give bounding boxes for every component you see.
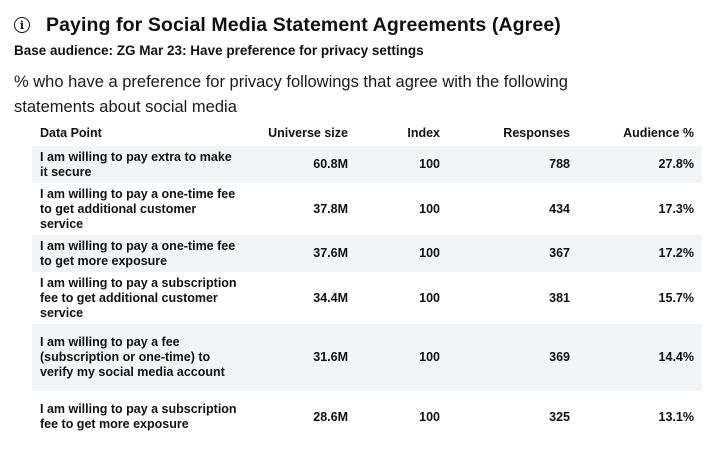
column-header-audience-pct[interactable]: Audience % — [578, 120, 702, 146]
cell-responses: 369 — [448, 324, 578, 391]
table-row: I am willing to pay a one-time fee to ge… — [32, 183, 702, 235]
cell-data-point: I am willing to pay extra to make it sec… — [32, 146, 246, 183]
cell-data-point: I am willing to pay a subscription fee t… — [32, 272, 246, 324]
chart-description: % who have a preference for privacy foll… — [14, 73, 568, 116]
base-audience: Base audience: ZG Mar 23: Have preferenc… — [14, 43, 424, 58]
cell-universe-size: 37.8M — [246, 183, 356, 235]
cell-data-point: I am willing to pay a fee (subscription … — [32, 324, 246, 391]
cell-responses: 367 — [448, 235, 578, 272]
column-header-responses[interactable]: Responses — [448, 120, 578, 146]
column-header-index[interactable]: Index — [356, 120, 448, 146]
cell-index: 100 — [356, 324, 448, 391]
cell-data-point: I am willing to pay a one-time fee to ge… — [32, 183, 246, 235]
cell-universe-size: 28.6M — [246, 391, 356, 443]
cell-responses: 381 — [448, 272, 578, 324]
cell-data-point: I am willing to pay a one-time fee to ge… — [32, 235, 246, 272]
header: i Paying for Social Media Statement Agre… — [14, 10, 710, 120]
cell-universe-size: 37.6M — [246, 235, 356, 272]
table-row: I am willing to pay a subscription fee t… — [32, 272, 702, 324]
cell-audience-pct: 27.8% — [578, 146, 702, 183]
page-title: Paying for Social Media Statement Agreem… — [46, 13, 561, 36]
table-row: I am willing to pay a one-time fee to ge… — [32, 235, 702, 272]
cell-audience-pct: 17.2% — [578, 235, 702, 272]
title-row: i Paying for Social Media Statement Agre… — [14, 10, 710, 40]
cell-data-point: I am willing to pay a subscription fee t… — [32, 391, 246, 443]
cell-universe-size: 34.4M — [246, 272, 356, 324]
table-header-row: Data Point Universe size Index Responses… — [32, 120, 702, 146]
cell-index: 100 — [356, 183, 448, 235]
cell-index: 100 — [356, 272, 448, 324]
table-row: I am willing to pay extra to make it sec… — [32, 146, 702, 183]
table-row: I am willing to pay a subscription fee t… — [32, 391, 702, 443]
column-header-universe-size[interactable]: Universe size — [246, 120, 356, 146]
cell-responses: 434 — [448, 183, 578, 235]
table-row: I am willing to pay a fee (subscription … — [32, 324, 702, 391]
info-icon[interactable]: i — [14, 17, 30, 33]
column-header-data-point[interactable]: Data Point — [32, 120, 246, 146]
data-table: Data Point Universe size Index Responses… — [32, 120, 702, 443]
cell-audience-pct: 17.3% — [578, 183, 702, 235]
cell-responses: 325 — [448, 391, 578, 443]
cell-audience-pct: 13.1% — [578, 391, 702, 443]
cell-audience-pct: 14.4% — [578, 324, 702, 391]
cell-universe-size: 31.6M — [246, 324, 356, 391]
cell-universe-size: 60.8M — [246, 146, 356, 183]
cell-index: 100 — [356, 235, 448, 272]
cell-responses: 788 — [448, 146, 578, 183]
cell-index: 100 — [356, 391, 448, 443]
cell-audience-pct: 15.7% — [578, 272, 702, 324]
cell-index: 100 — [356, 146, 448, 183]
